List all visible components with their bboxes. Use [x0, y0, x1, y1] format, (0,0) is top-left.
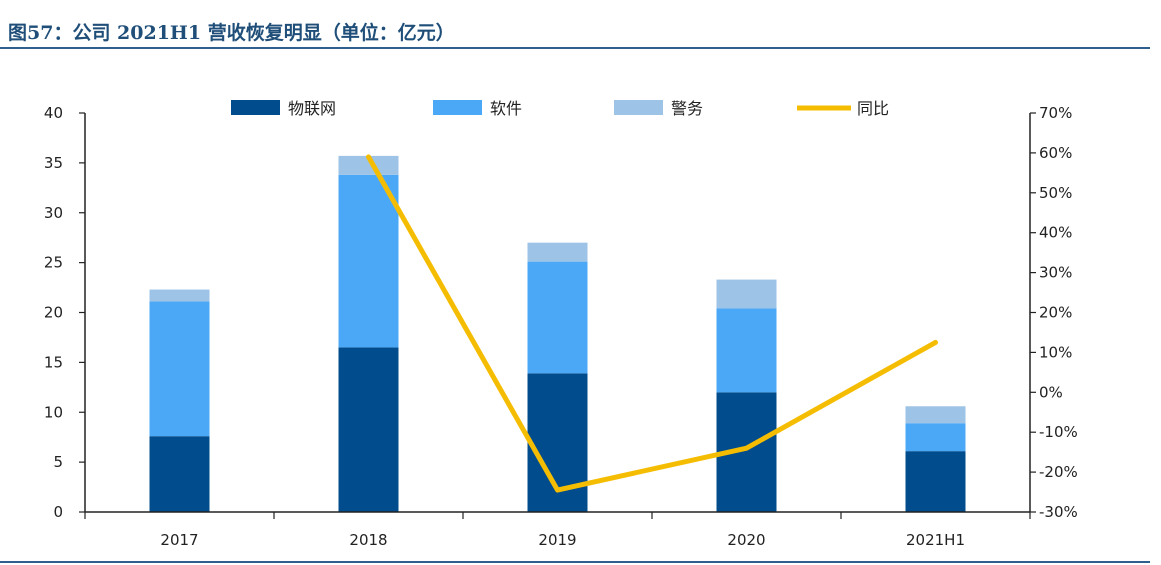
bar-2017-series-2 [149, 289, 210, 302]
legend-label-1: 软件 [490, 99, 522, 118]
bar-2018-series-0 [338, 347, 399, 512]
left-tick-label: 40 [44, 104, 63, 122]
legend-label-3: 同比 [857, 99, 889, 118]
figure-title: 图57：公司 2021H1 营收恢复明显（单位：亿元） [8, 22, 455, 44]
x-tick-label: 2020 [727, 531, 765, 549]
x-tick-label: 2019 [538, 531, 576, 549]
x-tick-label: 2021H1 [906, 531, 965, 549]
bar-2018-series-1 [338, 174, 399, 348]
x-tick-label: 2017 [160, 531, 198, 549]
bar-2019-series-1 [527, 261, 588, 374]
x-tick-label: 2018 [349, 531, 387, 549]
left-tick-label: 10 [44, 403, 63, 421]
right-tick-label: 10% [1039, 343, 1072, 361]
legend-label-2: 警务 [671, 99, 703, 118]
bar-2017-series-1 [149, 301, 210, 437]
left-tick-label: 5 [53, 453, 63, 471]
right-tick-label: 0% [1039, 383, 1063, 401]
legend-swatch-0 [231, 100, 280, 115]
right-tick-label: 50% [1039, 184, 1072, 202]
bar-2019-series-2 [527, 242, 588, 262]
right-tick-label: 60% [1039, 144, 1072, 162]
bar-2021H1-series-2 [905, 406, 966, 424]
right-tick-label: 70% [1039, 104, 1072, 122]
right-tick-label: -20% [1039, 463, 1078, 481]
bar-2017-series-0 [149, 436, 210, 512]
bar-2021H1-series-1 [905, 423, 966, 452]
legend-swatch-2 [614, 100, 663, 115]
right-tick-label: -10% [1039, 423, 1078, 441]
right-tick-label: -30% [1039, 503, 1078, 521]
right-tick-label: 40% [1039, 224, 1072, 242]
left-tick-label: 20 [44, 304, 63, 322]
left-tick-label: 30 [44, 204, 63, 222]
bottom-rule [0, 561, 1150, 563]
top-rule [0, 47, 1150, 49]
bar-2021H1-series-0 [905, 451, 966, 512]
legend-swatch-1 [433, 100, 482, 115]
left-tick-label: 25 [44, 254, 63, 272]
left-tick-label: 0 [53, 503, 63, 521]
yoy-line [366, 154, 938, 493]
bar-2020-series-2 [716, 279, 777, 309]
right-tick-label: 30% [1039, 264, 1072, 282]
bar-2018-series-2 [338, 155, 399, 175]
legend-label-0: 物联网 [288, 99, 336, 118]
right-tick-label: 20% [1039, 304, 1072, 322]
left-tick-label: 35 [44, 154, 63, 172]
bar-2020-series-1 [716, 308, 777, 393]
left-tick-label: 15 [44, 353, 63, 371]
